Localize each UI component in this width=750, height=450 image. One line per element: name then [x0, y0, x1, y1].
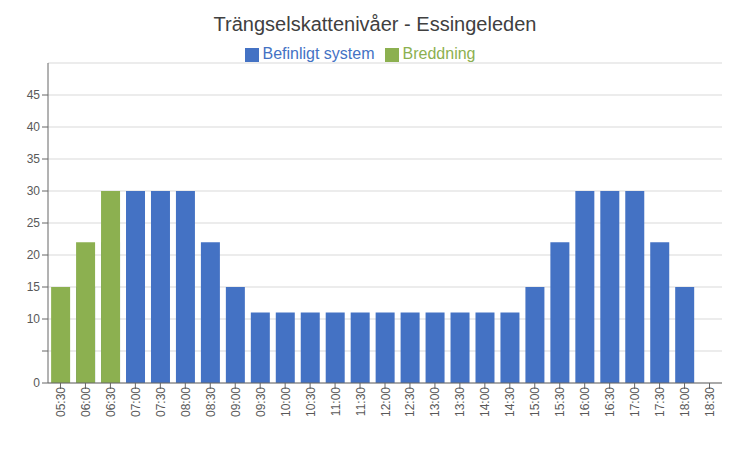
svg-text:35: 35 — [27, 152, 41, 166]
svg-text:30: 30 — [27, 184, 41, 198]
svg-text:40: 40 — [27, 120, 41, 134]
html-text:Breddning: Breddning — [402, 45, 476, 62]
svg-text:10:00: 10:00 — [279, 387, 293, 417]
svg-text:20: 20 — [27, 248, 41, 262]
svg-text:13:30: 13:30 — [453, 387, 467, 417]
svg-text:06:00: 06:00 — [79, 387, 93, 417]
svg-text:18:00: 18:00 — [678, 387, 692, 417]
svg-text:11:00: 11:00 — [329, 387, 343, 416]
svg-text:16:30: 16:30 — [603, 387, 617, 417]
html-text:Befinligt system: Befinligt system — [262, 45, 375, 62]
svg-text:14:30: 14:30 — [503, 387, 517, 417]
svg-text:13:00: 13:00 — [428, 387, 442, 417]
svg-text:25: 25 — [27, 216, 41, 230]
svg-text:17:00: 17:00 — [628, 387, 642, 417]
svg-text:15:30: 15:30 — [553, 387, 567, 417]
svg-text:14:00: 14:00 — [478, 387, 492, 417]
svg-text:16:00: 16:00 — [578, 387, 592, 417]
svg-text:12:30: 12:30 — [403, 387, 417, 417]
svg-text:0: 0 — [33, 376, 40, 390]
svg-text:07:00: 07:00 — [129, 387, 143, 417]
svg-text:12:00: 12:00 — [379, 387, 393, 417]
svg-text:18:30: 18:30 — [703, 387, 717, 417]
svg-text:10: 10 — [27, 312, 41, 326]
svg-text:09:00: 09:00 — [229, 387, 243, 417]
html-text:Trängselskattenivåer - Essinge: Trängselskattenivåer - Essingeleden — [213, 13, 537, 35]
svg-text:07:30: 07:30 — [154, 387, 168, 417]
svg-text:10:30: 10:30 — [304, 387, 318, 417]
svg-text:08:30: 08:30 — [204, 387, 218, 417]
svg-text:11:30: 11:30 — [354, 387, 368, 416]
svg-text:15: 15 — [27, 280, 41, 294]
svg-text:45: 45 — [27, 88, 41, 102]
svg-text:05:30: 05:30 — [54, 387, 68, 417]
svg-text:06:30: 06:30 — [104, 387, 118, 417]
svg-text:09:30: 09:30 — [254, 387, 268, 417]
svg-text:15:00: 15:00 — [528, 387, 542, 417]
svg-text:17:30: 17:30 — [653, 387, 667, 417]
svg-text:08:00: 08:00 — [179, 387, 193, 417]
